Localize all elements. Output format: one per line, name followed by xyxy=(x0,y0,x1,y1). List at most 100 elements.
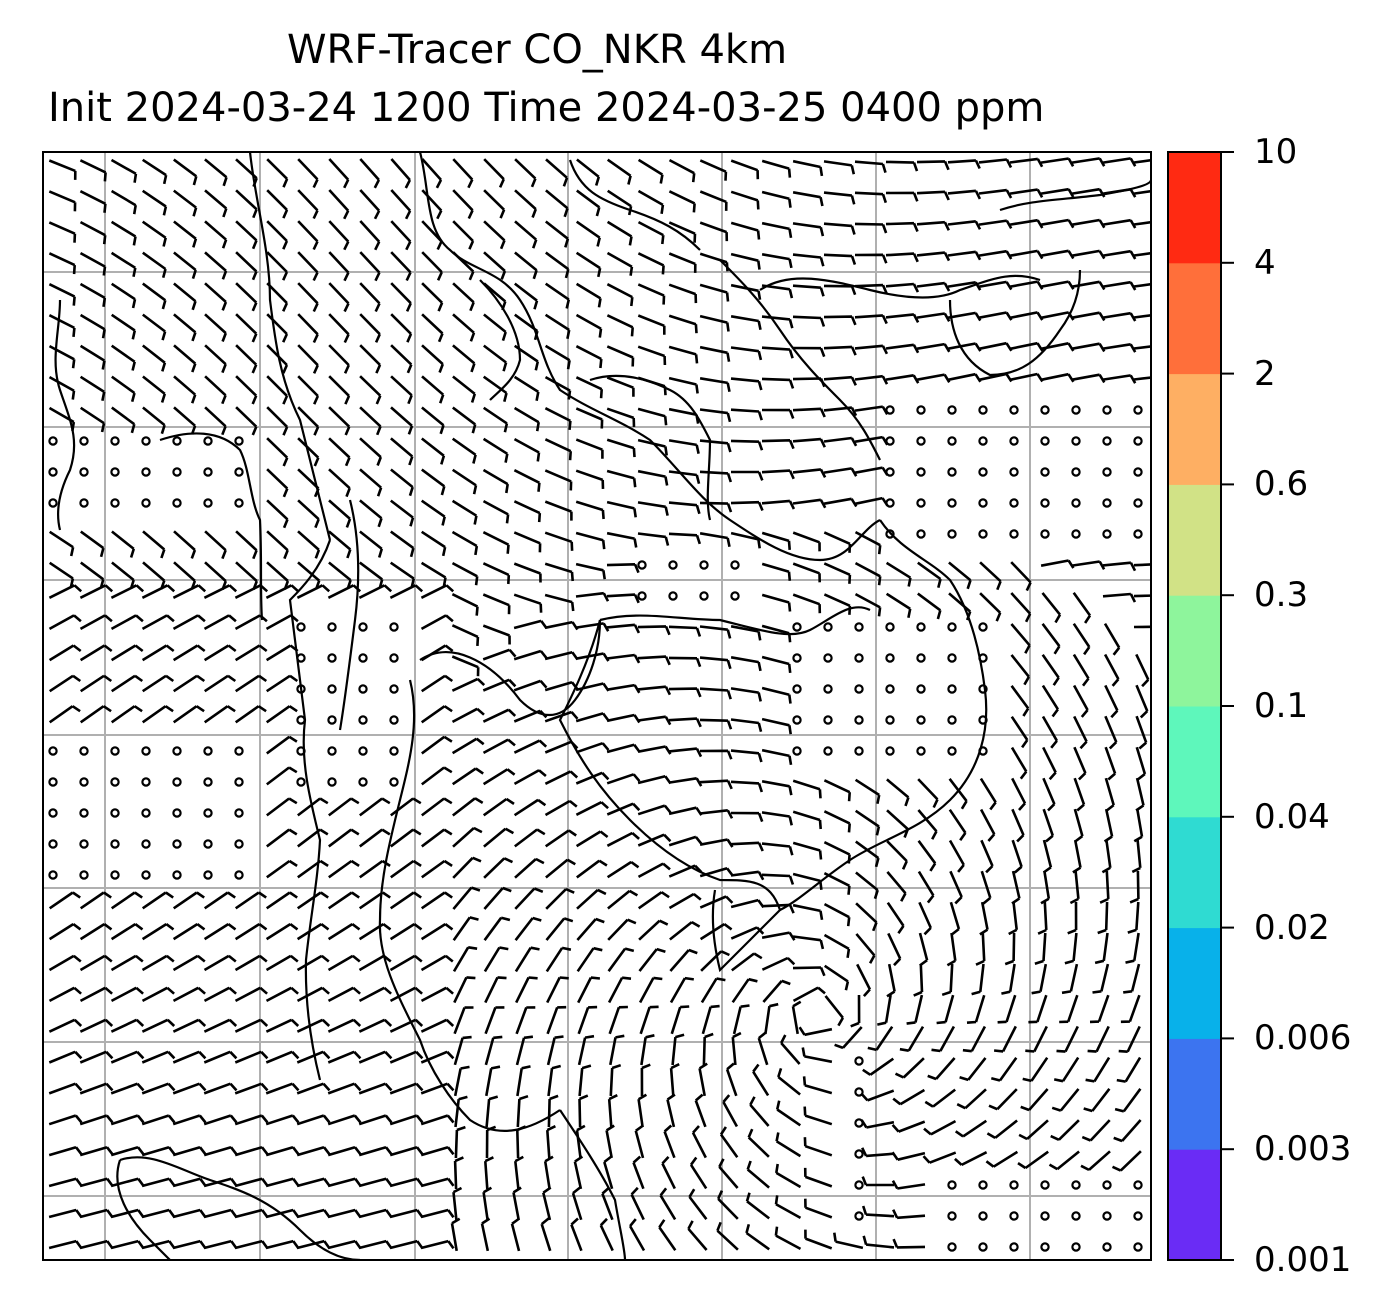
wind-barb xyxy=(668,656,702,668)
wind-barb xyxy=(666,1093,676,1128)
wind-barb xyxy=(296,986,330,1003)
wind-barb xyxy=(545,946,572,973)
wind-barb xyxy=(266,344,289,374)
wind-barb xyxy=(978,219,1013,230)
calm-wind-marker xyxy=(885,467,895,477)
wind-barb xyxy=(917,809,938,840)
calm-wind-marker xyxy=(947,436,957,446)
wind-barb xyxy=(328,344,350,374)
wind-barb xyxy=(514,282,539,310)
calm-wind-marker xyxy=(947,405,957,415)
wind-barb xyxy=(637,1093,648,1128)
calm-wind-marker xyxy=(1102,529,1112,539)
wind-barb xyxy=(792,377,826,388)
wind-barb xyxy=(328,797,360,817)
wind-barb xyxy=(606,531,638,548)
wind-barb xyxy=(1073,715,1088,750)
wind-barb xyxy=(606,683,641,694)
wind-barb xyxy=(482,593,511,615)
wind-barb xyxy=(916,281,951,292)
wind-barb xyxy=(1102,280,1137,291)
wind-barb xyxy=(575,771,610,785)
colorbar-tick-label: 0.003 xyxy=(1254,1129,1352,1170)
wind-barb xyxy=(1133,314,1151,319)
calm-wind-marker xyxy=(637,591,647,601)
calm-wind-marker xyxy=(79,467,89,477)
wind-barb xyxy=(780,1034,801,1065)
wind-barb xyxy=(204,220,228,249)
wind-barb xyxy=(745,1223,770,1251)
wind-barb xyxy=(141,1018,176,1033)
wind-barb xyxy=(420,891,453,910)
wind-barb xyxy=(1102,188,1137,198)
wind-barb xyxy=(111,375,136,403)
wind-barb xyxy=(1131,839,1142,874)
calm-wind-marker xyxy=(172,746,182,756)
calm-wind-marker xyxy=(916,684,926,694)
wind-barb xyxy=(1102,249,1137,260)
wind-barb xyxy=(637,532,670,546)
calm-wind-marker xyxy=(978,405,988,415)
wind-barb xyxy=(730,811,764,823)
wind-barb xyxy=(328,437,351,467)
wind-barb xyxy=(110,189,137,215)
calm-wind-marker xyxy=(854,1180,864,1190)
calm-wind-marker xyxy=(296,622,306,632)
wind-barb xyxy=(265,1114,300,1126)
wind-barb xyxy=(450,1217,461,1252)
calm-wind-marker xyxy=(203,436,213,446)
wind-barb xyxy=(1059,994,1079,1024)
wind-barb xyxy=(699,190,728,211)
wind-barb xyxy=(516,1125,527,1159)
wind-barb xyxy=(916,190,950,201)
wind-barb xyxy=(296,1050,331,1064)
wind-barb xyxy=(141,891,174,910)
wind-barb xyxy=(1071,560,1106,570)
wind-barb xyxy=(792,935,825,950)
wind-barb xyxy=(483,189,506,219)
wind-barb xyxy=(204,530,227,560)
wind-barb xyxy=(265,954,299,972)
wind-barb xyxy=(730,531,761,549)
wind-barb xyxy=(823,284,857,296)
wind-barb xyxy=(860,1089,895,1102)
wind-barb xyxy=(855,902,878,932)
wind-barb xyxy=(761,811,793,826)
wind-barb xyxy=(266,189,289,219)
wind-barb xyxy=(918,901,932,936)
wind-barb xyxy=(730,687,762,702)
wind-barb xyxy=(483,344,508,372)
wind-barb xyxy=(1042,808,1055,843)
calm-wind-marker xyxy=(854,1056,864,1066)
wind-barb xyxy=(234,674,268,693)
wind-barb xyxy=(328,189,350,220)
wind-barb xyxy=(358,1050,393,1064)
wind-barb xyxy=(48,1114,83,1126)
wind-barb xyxy=(730,315,762,331)
wind-barb xyxy=(978,158,1013,169)
wind-barb xyxy=(545,189,569,218)
wind-barb xyxy=(730,221,761,240)
wind-barb xyxy=(234,1145,269,1157)
wind-barb xyxy=(730,252,761,270)
calm-wind-marker xyxy=(916,622,926,632)
calm-wind-marker xyxy=(203,808,213,818)
wind-barb xyxy=(761,346,794,359)
wind-barb xyxy=(823,933,851,958)
wind-barb xyxy=(854,283,888,294)
calm-wind-marker xyxy=(978,746,988,756)
wind-barb xyxy=(792,986,826,1003)
wind-barbs xyxy=(48,157,1151,1252)
wind-barb xyxy=(265,1050,300,1064)
wind-barb xyxy=(516,1094,529,1128)
wind-barb xyxy=(730,377,763,391)
wind-barb xyxy=(452,282,475,312)
wind-barb xyxy=(421,859,453,879)
wind-barb xyxy=(659,1187,677,1221)
wind-barb xyxy=(609,1034,625,1066)
wind-barb xyxy=(421,189,443,220)
wind-barb xyxy=(1040,559,1075,569)
wind-barb xyxy=(421,735,453,755)
calm-wind-marker xyxy=(792,715,802,725)
wind-barb xyxy=(452,375,477,403)
